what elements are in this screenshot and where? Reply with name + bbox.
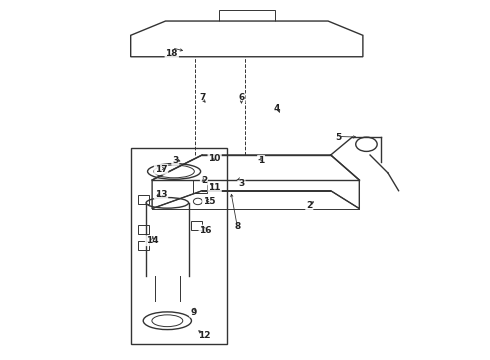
Text: 13: 13 [155, 190, 167, 199]
Text: 1: 1 [258, 156, 264, 165]
Text: 11: 11 [208, 183, 221, 192]
Text: 2: 2 [306, 201, 313, 210]
Text: 8: 8 [235, 222, 241, 231]
Text: 9: 9 [190, 308, 196, 317]
Text: 15: 15 [203, 197, 216, 206]
Text: 17: 17 [155, 165, 168, 174]
Text: 6: 6 [238, 93, 245, 102]
Text: 12: 12 [197, 331, 210, 340]
Bar [193, 180, 207, 193]
Bar [131, 148, 227, 344]
Text: 10: 10 [208, 154, 221, 163]
Bar [138, 242, 148, 250]
Bar [138, 225, 148, 234]
Text: 18: 18 [166, 49, 178, 58]
Text: 7: 7 [199, 93, 205, 102]
Bar [138, 195, 148, 204]
Text: 14: 14 [146, 236, 158, 245]
Bar [192, 221, 202, 230]
Text: 16: 16 [199, 225, 212, 234]
Text: 3: 3 [172, 156, 178, 165]
Text: 3: 3 [238, 179, 245, 188]
Text: 5: 5 [335, 132, 341, 141]
Text: 4: 4 [274, 104, 280, 113]
Text: 2: 2 [201, 176, 207, 185]
